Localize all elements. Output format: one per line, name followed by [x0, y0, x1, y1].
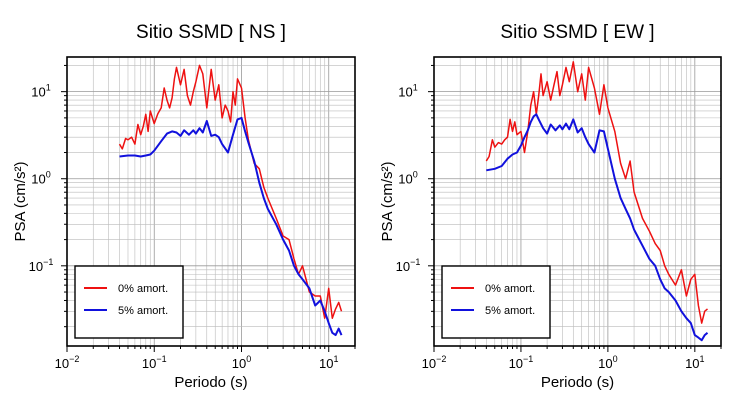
x-tick-label: 101	[319, 354, 338, 371]
series-line-damped	[119, 116, 343, 337]
x-tick-label: 10−2	[55, 354, 80, 371]
x-tick-label: 10−1	[509, 354, 534, 371]
x-tick-label: 100	[598, 354, 617, 371]
x-tick-label: 10−2	[422, 354, 447, 371]
legend-label: 0% amort.	[118, 283, 168, 295]
legend-label: 5% amort.	[485, 305, 535, 317]
x-tick-label: 100	[232, 354, 251, 371]
legend-box	[74, 265, 184, 339]
y-axis-label: PSA (cm/s²)	[379, 161, 396, 241]
y-tick-label: 101	[31, 83, 50, 100]
legend: 0% amort. 5% amort.	[74, 265, 184, 339]
y-tick-label: 100	[398, 170, 417, 187]
chart-title: Sitio SSMD [ EW ]	[500, 22, 654, 43]
y-tick-label: 101	[398, 83, 417, 100]
x-axis-label: Periodo (s)	[541, 374, 614, 391]
legend-box	[441, 265, 551, 339]
x-tick-label: 101	[685, 354, 704, 371]
x-axis-label: Periodo (s)	[174, 374, 247, 391]
series-line-undamped	[485, 61, 708, 324]
legend: 0% amort. 5% amort.	[441, 265, 551, 339]
legend-label: 5% amort.	[118, 305, 168, 317]
y-tick-label: 10−1	[29, 257, 54, 274]
x-tick-label: 10−1	[142, 354, 167, 371]
plot-frame	[433, 56, 722, 347]
plot-frame	[66, 56, 356, 347]
legend-label: 0% amort.	[485, 283, 535, 295]
chart-panel-2: 10−2 10−1 100 101 10−1 100 101 Sitio SSMD [ EW …	[379, 22, 722, 391]
chart-title: Sitio SSMD [ NS ]	[136, 22, 286, 43]
series-line-damped	[486, 113, 709, 342]
y-axis-label: PSA (cm/s²)	[12, 161, 29, 241]
y-tick-label: 10−1	[396, 257, 421, 274]
chart-panel-1: 10−2 10−1 100 101 10−1 100 101 Sitio SSMD [ NS …	[12, 22, 356, 391]
y-tick-label: 100	[31, 170, 50, 187]
